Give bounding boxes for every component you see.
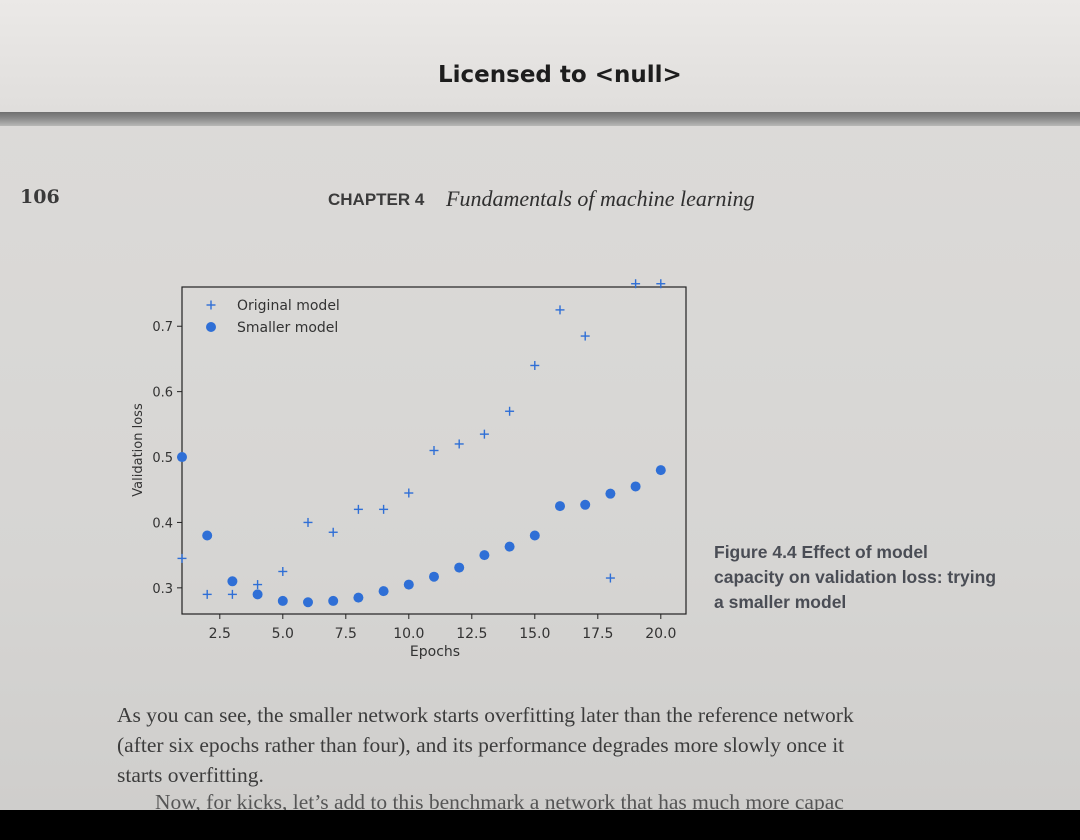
data-point-original — [605, 573, 615, 583]
data-point-smaller — [555, 501, 565, 512]
data-point-smaller — [353, 592, 364, 603]
x-tick-label: 2.5 — [209, 626, 231, 642]
page-number: 106 — [20, 186, 60, 208]
data-point-original — [253, 580, 263, 590]
data-point-original — [202, 589, 212, 599]
data-point-original — [303, 517, 313, 527]
body-line: (after six epochs rather than four), and… — [117, 733, 845, 757]
data-point-smaller — [630, 481, 641, 492]
x-axis-label: Epochs — [410, 644, 460, 660]
body-line: starts overfitting. — [117, 763, 264, 787]
body-line: As you can see, the smaller network star… — [117, 703, 854, 727]
data-point-smaller — [580, 499, 591, 510]
data-point-smaller — [328, 595, 339, 606]
data-point-original — [631, 279, 641, 289]
data-point-original — [404, 488, 414, 498]
x-tick-label: 7.5 — [335, 626, 357, 642]
data-point-original — [505, 406, 515, 416]
data-point-original — [379, 504, 389, 514]
data-point-original — [177, 553, 187, 563]
black-bottom-bar — [0, 810, 1080, 840]
data-point-original — [656, 279, 666, 289]
y-tick-label: 0.5 — [152, 451, 173, 466]
data-point-original — [479, 429, 489, 439]
license-header: Licensed to <null> — [438, 62, 682, 88]
y-tick-label: 0.3 — [152, 582, 173, 597]
data-point-smaller — [529, 530, 540, 541]
chapter-title: Fundamentals of machine learning — [446, 186, 755, 211]
chapter-label: CHAPTER 4 — [328, 190, 425, 209]
separator-bar — [0, 112, 1080, 126]
x-tick-label: 5.0 — [272, 626, 294, 642]
validation-loss-chart: 2.5 5.0 7.5 10.0 12.5 15.0 17.5 20.0 0.3 0.4 0.5 0.… — [131, 279, 687, 660]
legend-label: Original model — [237, 298, 340, 314]
x-tick-label: 12.5 — [456, 626, 487, 642]
legend-marker-original — [206, 300, 216, 310]
data-point-smaller — [277, 595, 288, 606]
x-tick-label: 17.5 — [582, 626, 613, 642]
data-point-original — [429, 446, 439, 455]
top-band — [0, 0, 1080, 112]
body-paragraph: As you can see, the smaller network star… — [117, 700, 1067, 790]
data-point-original — [555, 305, 565, 315]
x-tick-label: 10.0 — [393, 626, 424, 642]
data-point-smaller — [429, 571, 439, 582]
data-point-original — [454, 439, 464, 449]
data-point-smaller — [655, 465, 666, 476]
data-point-smaller — [202, 530, 213, 541]
data-point-original — [227, 589, 237, 599]
body-line-cut: Now, for kicks, let’s add to this benchm… — [155, 790, 844, 810]
data-point-smaller — [504, 541, 515, 552]
y-tick-label: 0.4 — [152, 516, 173, 531]
figure-caption: Figure 4.4 Effect of model capacity on v… — [714, 540, 996, 615]
data-point-smaller — [479, 550, 490, 561]
data-point-smaller — [303, 597, 313, 608]
x-tick-label: 20.0 — [645, 626, 676, 642]
book-page-photo: Licensed to <null> 106 CHAPTER 4 Fundame… — [0, 0, 1080, 810]
data-point-smaller — [605, 488, 616, 499]
y-axis-label: Validation loss — [131, 403, 146, 497]
x-tick-label: 15.0 — [519, 626, 550, 642]
data-point-smaller — [177, 452, 187, 463]
data-point-original — [278, 566, 288, 576]
data-point-smaller — [378, 586, 389, 597]
y-tick-label: 0.7 — [152, 320, 173, 335]
data-point-original — [328, 527, 338, 537]
data-point-original — [580, 331, 590, 341]
data-point-smaller — [403, 579, 414, 590]
caption-line: Figure 4.4 Effect of model — [714, 542, 928, 562]
legend-marker-smaller — [206, 322, 216, 332]
caption-line: a smaller model — [714, 592, 847, 612]
data-point-original — [353, 504, 363, 514]
plot-frame — [181, 286, 687, 615]
legend-label: Smaller model — [237, 320, 338, 336]
data-point-smaller — [252, 589, 263, 600]
data-point-smaller — [227, 576, 238, 587]
data-point-original — [530, 360, 540, 370]
caption-line: capacity on validation loss: trying — [714, 567, 997, 587]
data-point-smaller — [454, 562, 465, 573]
y-tick-label: 0.6 — [152, 386, 173, 401]
